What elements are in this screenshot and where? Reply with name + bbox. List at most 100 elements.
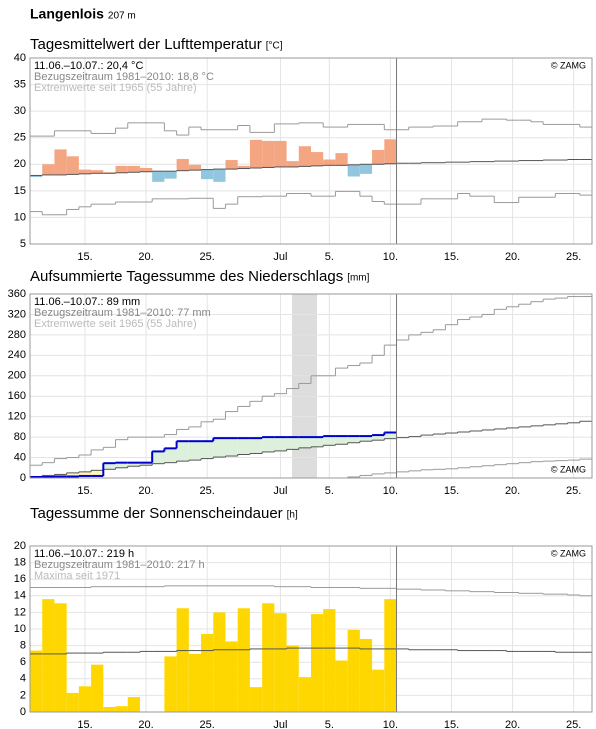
y-tick-label: 35 — [14, 78, 26, 90]
plot-border — [29, 293, 593, 479]
anomaly-bar — [176, 158, 189, 171]
x-tick-label: 25. — [566, 485, 581, 497]
bar — [237, 608, 250, 712]
bar — [42, 599, 55, 712]
y-tick-label: 200 — [8, 370, 26, 382]
difference-area — [201, 441, 214, 459]
x-tick-label: 5. — [325, 719, 334, 729]
legend-entry: 11.06.–10.07.: 219 h — [34, 548, 134, 560]
bar — [384, 599, 397, 712]
bar — [176, 608, 189, 712]
difference-area — [213, 438, 226, 458]
bar — [188, 653, 202, 712]
plot-border — [29, 545, 593, 713]
y-tick-label: 40 — [14, 52, 26, 64]
legend-entry: Bezugszeitraum 1981–2010: 77 mm — [34, 307, 211, 319]
y-tick-label: 0 — [20, 472, 26, 484]
source: © ZAMG — [551, 464, 586, 474]
bar — [298, 677, 311, 712]
anomaly-bar — [103, 172, 116, 174]
anomaly-bar — [42, 164, 55, 175]
x-tick-label: 20. — [505, 719, 520, 729]
y-tick-label: 12 — [14, 606, 26, 618]
difference-area — [323, 436, 336, 446]
difference-area — [188, 441, 202, 461]
difference-area — [225, 438, 238, 457]
y-tick-label: 10 — [14, 623, 26, 635]
bar — [249, 687, 263, 712]
difference-area — [115, 462, 128, 468]
legend-entry: 11.06.–10.07.: 20,4 °C — [34, 60, 143, 72]
bar — [335, 660, 348, 712]
difference-area — [286, 437, 299, 450]
bar — [311, 614, 324, 712]
bar — [103, 707, 116, 712]
x-tick-label: 15. — [444, 485, 459, 497]
anomaly-bar — [237, 165, 250, 169]
anomaly-bar — [78, 169, 92, 174]
bar — [66, 692, 79, 712]
x-tick-label: 15. — [77, 719, 92, 729]
shaded-period — [292, 294, 317, 478]
anomaly-bar — [188, 164, 202, 171]
difference-area — [384, 432, 397, 439]
x-tick-label: Jul — [273, 485, 287, 497]
y-tick-label: 280 — [8, 329, 26, 341]
plot-border — [29, 57, 593, 245]
y-tick-label: 120 — [8, 411, 26, 423]
y-tick-label: 18 — [14, 557, 26, 569]
x-tick-label: 20. — [505, 485, 520, 497]
bar — [225, 641, 238, 712]
anomaly-bar — [249, 139, 263, 169]
x-tick-label: 15. — [444, 719, 459, 729]
x-tick-label: 5. — [325, 251, 334, 263]
x-tick-label: 15. — [444, 251, 459, 263]
difference-area — [91, 470, 104, 476]
chart-title: Tagessumme der Sonnenscheindauer — [30, 505, 283, 522]
anomaly-bar — [359, 164, 373, 174]
bar — [164, 656, 177, 712]
location-name: Langenlois — [30, 6, 104, 22]
bar — [372, 669, 385, 712]
y-tick-label: 4 — [20, 673, 26, 685]
y-tick-label: 0 — [20, 706, 26, 718]
y-tick-label: 2 — [20, 689, 26, 701]
x-tick-label: 15. — [77, 251, 92, 263]
anomaly-bar — [384, 139, 397, 164]
anomaly-bar — [115, 165, 128, 173]
y-tick-label: 14 — [14, 590, 26, 602]
anomaly-bar — [311, 152, 324, 166]
x-tick-label: 10. — [383, 485, 398, 497]
difference-area — [298, 437, 311, 448]
anomaly-bar — [372, 149, 385, 165]
bar — [127, 697, 140, 712]
anomaly-bar — [225, 160, 238, 170]
anomaly-bar — [30, 175, 43, 178]
difference-area — [164, 448, 177, 463]
y-tick-label: 240 — [8, 349, 26, 361]
difference-area — [152, 451, 165, 464]
x-tick-label: 25. — [566, 719, 581, 729]
x-tick-label: Jul — [273, 251, 287, 263]
y-tick-label: 8 — [20, 640, 26, 652]
bar — [323, 609, 336, 712]
anomaly-bar — [139, 168, 153, 172]
difference-area — [274, 437, 287, 451]
y-tick-label: 25 — [14, 132, 26, 144]
anomaly-bar — [213, 169, 226, 182]
y-tick-label: 20 — [14, 540, 26, 552]
y-tick-label: 15 — [14, 185, 26, 197]
y-tick-label: 160 — [8, 390, 26, 402]
anomaly-bar — [286, 161, 299, 167]
bar — [213, 612, 226, 712]
anomaly-bar — [66, 156, 79, 175]
difference-area — [176, 441, 189, 462]
bar — [274, 613, 287, 712]
bar — [91, 664, 104, 712]
anomaly-bar — [54, 149, 67, 175]
anomaly-bar — [164, 171, 177, 179]
y-tick-label: 16 — [14, 573, 26, 585]
y-tick-label: 80 — [14, 431, 26, 443]
chart-title: Aufsummierte Tagessumme des Niederschlag… — [30, 268, 343, 285]
legend-entry: Maxima seit 1971 — [34, 570, 120, 582]
